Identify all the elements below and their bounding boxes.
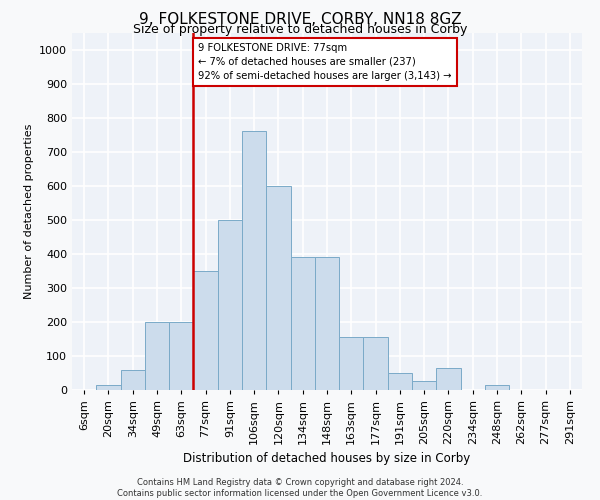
Bar bbox=[485, 385, 509, 390]
Bar bbox=[290, 257, 315, 390]
Text: Size of property relative to detached houses in Corby: Size of property relative to detached ho… bbox=[133, 22, 467, 36]
Bar bbox=[266, 186, 290, 390]
Bar bbox=[364, 337, 388, 390]
Bar bbox=[169, 322, 193, 390]
Bar bbox=[315, 257, 339, 390]
Bar bbox=[242, 131, 266, 390]
Bar bbox=[96, 385, 121, 390]
Bar bbox=[218, 220, 242, 390]
Bar bbox=[339, 337, 364, 390]
Bar bbox=[436, 368, 461, 390]
Text: Contains HM Land Registry data © Crown copyright and database right 2024.
Contai: Contains HM Land Registry data © Crown c… bbox=[118, 478, 482, 498]
Text: 9, FOLKESTONE DRIVE, CORBY, NN18 8GZ: 9, FOLKESTONE DRIVE, CORBY, NN18 8GZ bbox=[139, 12, 461, 28]
X-axis label: Distribution of detached houses by size in Corby: Distribution of detached houses by size … bbox=[184, 452, 470, 466]
Bar bbox=[121, 370, 145, 390]
Text: 9 FOLKESTONE DRIVE: 77sqm
← 7% of detached houses are smaller (237)
92% of semi-: 9 FOLKESTONE DRIVE: 77sqm ← 7% of detach… bbox=[198, 42, 452, 80]
Bar bbox=[193, 271, 218, 390]
Bar bbox=[388, 373, 412, 390]
Bar bbox=[145, 322, 169, 390]
Y-axis label: Number of detached properties: Number of detached properties bbox=[23, 124, 34, 299]
Bar bbox=[412, 382, 436, 390]
